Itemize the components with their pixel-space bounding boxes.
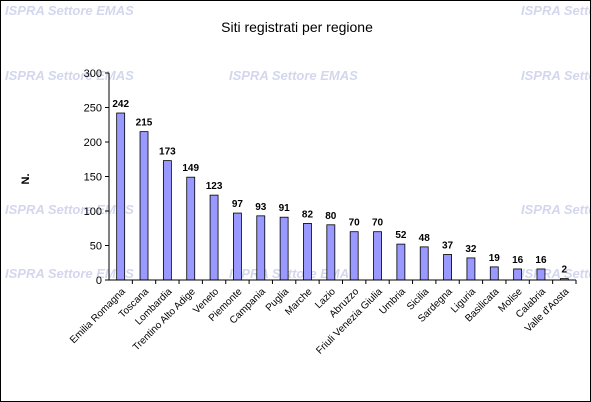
bar [279,216,289,281]
value-label: 173 [159,147,176,158]
y-tick-label: 150 [84,172,102,184]
value-label: 70 [372,218,384,229]
y-tick-label: 50 [90,241,102,253]
value-label: 97 [232,199,244,210]
value-label: 70 [349,218,361,229]
value-label: 48 [419,233,431,244]
value-label: 2 [562,265,568,276]
value-label: 93 [255,202,267,213]
bar [443,254,452,281]
bar [326,224,336,281]
bar [303,223,312,281]
watermark: ISPRA Settore EMAS [5,202,134,217]
value-label: 19 [489,253,501,264]
y-axis: 0 50 100 150 200 250 300 [84,68,110,287]
y-tick-label: 100 [84,206,102,218]
watermark: ISPRA Settore EMAS [5,266,134,281]
value-label: 32 [465,244,477,255]
watermark: ISPRA Settore EMAS [229,68,358,83]
bar [513,268,523,281]
value-labels: 242 215 173 149 123 97 93 91 82 80 70 70 52 48 37 32 19 1… [112,99,567,276]
category-label: Umbria [377,286,408,317]
bar [139,131,149,281]
watermark: ISPRA Settore EMAS [521,68,590,83]
watermark: ISPRA Settore EMAS [521,202,590,217]
bar [209,194,219,281]
value-label: 123 [206,181,223,192]
bar [349,231,359,281]
watermark: ISPRA Settore EMAS [521,3,590,18]
bar [419,246,429,281]
bar [233,212,242,281]
value-label: 82 [302,209,314,220]
value-label: 242 [112,99,129,110]
value-label: 16 [535,255,547,266]
y-tick-label: 200 [84,137,102,149]
value-label: 37 [442,240,454,251]
bar [256,215,266,281]
y-tick-label: 0 [96,275,102,287]
watermark: ISPRA Settore EMAS [5,68,134,83]
bar [466,257,476,281]
value-label: 52 [395,230,407,241]
y-axis-label: N. [20,174,32,185]
watermark: ISPRA Settore EMAS [5,3,134,18]
bar [162,160,172,281]
bar [116,112,126,281]
bar [373,231,382,281]
value-label: 80 [325,211,337,222]
category-label: Marche [283,286,315,318]
bar [489,266,499,281]
value-label: 16 [512,255,524,266]
y-tick-label: 300 [84,68,102,80]
bar [396,243,406,281]
bar [186,176,196,281]
bars [116,112,569,281]
value-label: 149 [182,163,199,174]
chart-title: Siti registrati per regione [221,19,373,35]
y-tick-label: 250 [84,103,102,115]
value-label: 215 [136,118,153,129]
value-label: 91 [279,203,291,214]
bar [536,268,546,281]
